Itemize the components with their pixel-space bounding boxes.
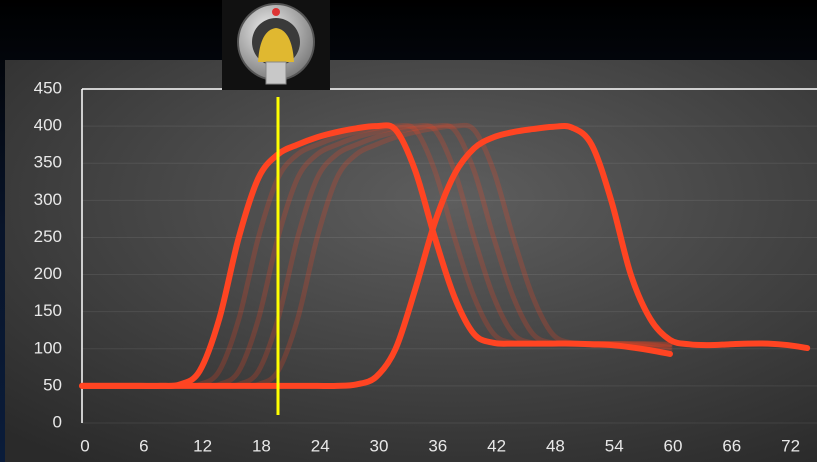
x-tick-label: 36	[428, 436, 447, 455]
x-tick-label: 24	[311, 436, 330, 455]
chart-panel	[5, 60, 817, 462]
x-tick-label: 6	[139, 436, 148, 455]
x-tick-label: 18	[252, 436, 271, 455]
x-tick-label: 0	[80, 436, 89, 455]
x-tick-label: 48	[546, 436, 565, 455]
y-tick-label: 100	[34, 338, 62, 357]
y-tick-label: 400	[34, 116, 62, 135]
y-tick-label: 300	[34, 190, 62, 209]
y-tick-label: 450	[34, 78, 62, 97]
line-series	[79, 122, 811, 389]
x-tick-label: 12	[193, 436, 212, 455]
y-tick-label: 250	[34, 227, 62, 246]
y-tick-label: 350	[34, 153, 62, 172]
x-tick-label: 54	[605, 436, 624, 455]
y-tick-label: 0	[53, 412, 62, 431]
y-tick-label: 200	[34, 264, 62, 283]
x-tick-label: 42	[487, 436, 506, 455]
x-tick-label: 66	[722, 436, 741, 455]
x-tick-label: 72	[781, 436, 800, 455]
scanner-icon	[222, 0, 330, 90]
x-tick-label: 30	[370, 436, 389, 455]
x-tick-label: 60	[664, 436, 683, 455]
y-tick-label: 150	[34, 301, 62, 320]
y-tick-label: 50	[43, 375, 62, 394]
